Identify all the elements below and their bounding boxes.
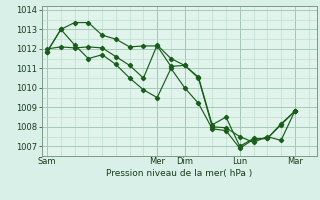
X-axis label: Pression niveau de la mer( hPa ): Pression niveau de la mer( hPa ) — [106, 169, 252, 178]
